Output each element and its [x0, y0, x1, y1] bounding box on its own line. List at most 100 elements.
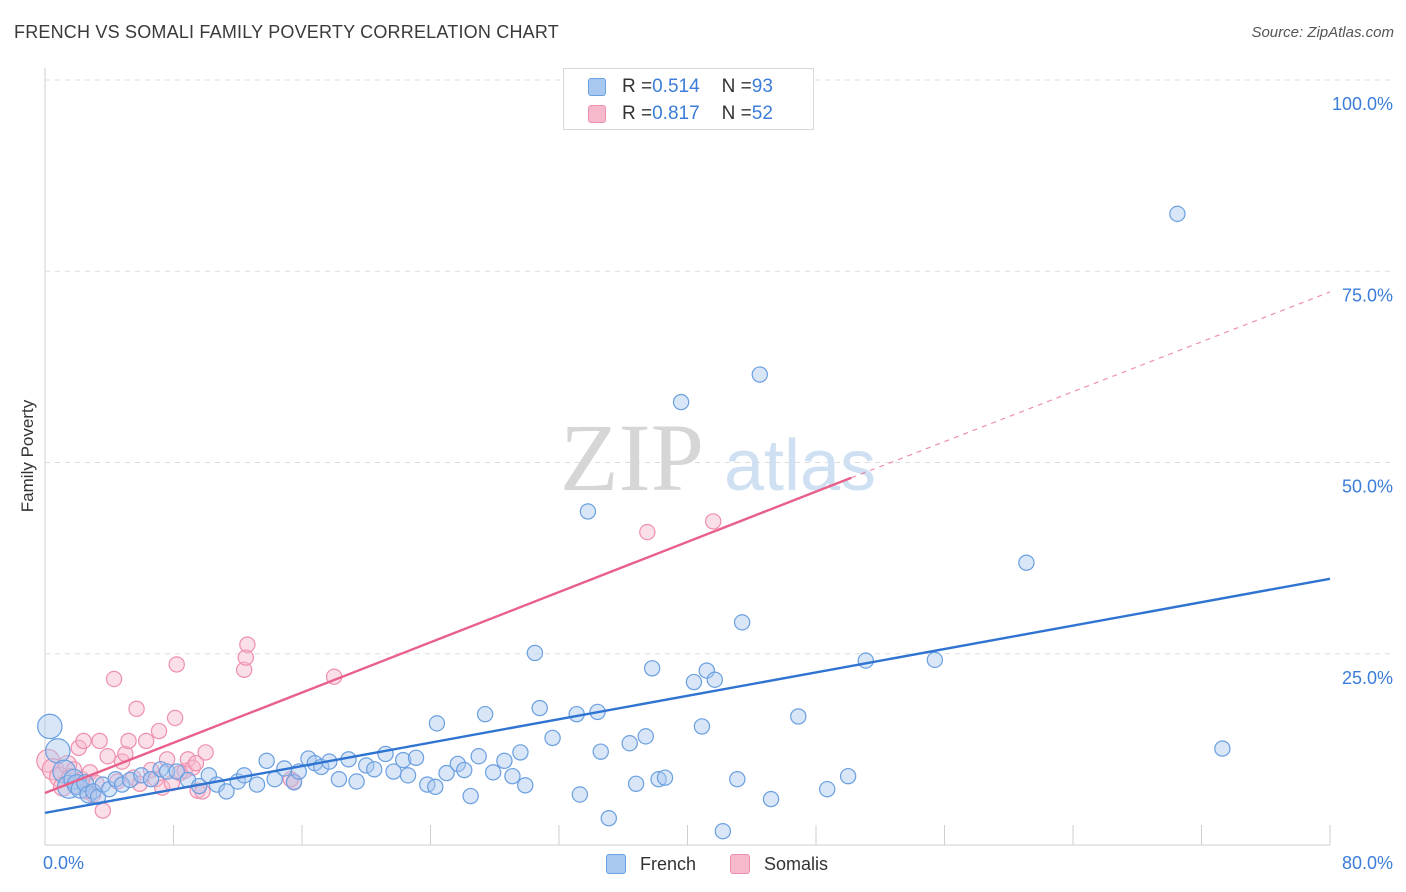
french-point — [1018, 554, 1035, 571]
french-point — [643, 660, 661, 677]
somalis-point — [128, 700, 145, 718]
y-tick-label: 50.0% — [1342, 477, 1393, 497]
french-point — [496, 752, 513, 770]
somalis-point — [99, 748, 116, 765]
y-tick-label: 100.0% — [1332, 94, 1393, 114]
french-point — [358, 757, 375, 774]
source-label: Source: ZipAtlas.com — [1251, 24, 1394, 41]
french-point — [394, 751, 412, 769]
french-point — [366, 761, 383, 778]
x-tick-label-min: 0.0% — [43, 853, 84, 873]
french-point — [456, 761, 473, 779]
french-swatch — [588, 78, 606, 96]
french-point — [258, 752, 275, 770]
grid-lines — [45, 79, 1395, 655]
french-r-label: R = — [622, 76, 653, 97]
somalis-point — [120, 732, 137, 750]
french-r-value: 0.514 — [652, 76, 700, 97]
french-point — [427, 778, 444, 796]
french-point — [512, 744, 529, 761]
trend-lines — [44, 291, 1331, 815]
french-point — [592, 743, 609, 760]
watermark-atlas: atlas — [724, 426, 876, 506]
somalis-point — [91, 732, 108, 750]
french-point — [839, 767, 857, 785]
french-point — [531, 699, 548, 717]
french-point — [152, 761, 169, 778]
somalis-points — [36, 513, 722, 819]
somalis-point — [168, 656, 185, 673]
somalis-point — [705, 513, 722, 530]
french-point — [158, 763, 176, 780]
somalis-trend-extrapolation — [851, 291, 1331, 479]
french-point — [762, 790, 780, 808]
y-tick-label: 25.0% — [1342, 668, 1393, 688]
chart-title: FRENCH VS SOMALI FAMILY POVERTY CORRELAT… — [14, 22, 559, 42]
tick-labels: 25.0% 50.0% 75.0% 100.0% 0.0% 80.0% — [43, 94, 1393, 873]
somalis-n-label: N = — [721, 103, 752, 124]
somalis-point — [105, 670, 123, 688]
french-point — [142, 771, 160, 788]
french-point — [579, 503, 597, 520]
french-point — [656, 769, 674, 786]
somalis-point — [187, 754, 205, 772]
french-point — [1169, 205, 1186, 223]
french-point — [857, 652, 874, 669]
french-point — [101, 780, 118, 798]
french-point — [399, 767, 417, 784]
legend-row-somalis: R = 0.817 N = 52 — [588, 102, 773, 126]
somalis-r-label: R = — [622, 103, 653, 124]
somalis-point — [235, 661, 253, 679]
french-points — [37, 205, 1231, 840]
somalis-point — [639, 523, 656, 541]
french-point — [693, 718, 711, 735]
french-point — [438, 764, 455, 782]
correlation-legend: R = 0.514 N = 93 R = 0.817 N = 52 — [563, 68, 814, 130]
watermark: ZIP atlas — [560, 404, 876, 511]
french-point — [168, 763, 185, 780]
french-point — [621, 735, 638, 752]
french-point — [733, 614, 751, 631]
french-point — [714, 823, 732, 840]
french-point — [751, 366, 768, 383]
french-point — [526, 644, 544, 662]
french-legend-swatch — [606, 854, 626, 874]
french-point — [428, 715, 446, 732]
french-point — [470, 748, 487, 765]
french-point — [600, 810, 617, 827]
french-point — [476, 705, 494, 723]
french-point — [218, 783, 235, 800]
somalis-n-value: 52 — [751, 103, 773, 124]
watermark-zip: ZIP — [560, 404, 704, 511]
somalis-point — [158, 751, 176, 768]
french-point — [790, 708, 807, 725]
french-point — [113, 776, 131, 793]
french-point — [685, 673, 703, 691]
french-point — [706, 671, 724, 688]
axes — [44, 68, 1331, 846]
somalis-point — [75, 732, 92, 750]
french-point — [650, 771, 667, 788]
french-point — [133, 767, 150, 784]
french-point — [544, 729, 561, 747]
somalis-legend-label: Somalis — [764, 853, 829, 874]
french-legend-label: French — [640, 853, 697, 874]
french-point — [37, 713, 63, 740]
french-point — [637, 728, 654, 745]
french-point — [45, 738, 71, 764]
french-point — [107, 771, 124, 788]
somalis-legend-swatch — [730, 854, 750, 874]
somalis-point — [197, 744, 214, 761]
french-point — [672, 393, 690, 411]
french-point — [348, 773, 365, 790]
somalis-r-value: 0.817 — [652, 103, 700, 124]
french-point — [285, 774, 303, 791]
french-n-label: N = — [721, 76, 752, 97]
french-point — [248, 776, 266, 793]
somalis-point — [137, 732, 155, 750]
french-point — [407, 749, 425, 766]
french-point — [926, 651, 944, 669]
french-point — [729, 771, 746, 788]
french-trend-line — [44, 577, 1331, 815]
french-point — [484, 764, 502, 781]
